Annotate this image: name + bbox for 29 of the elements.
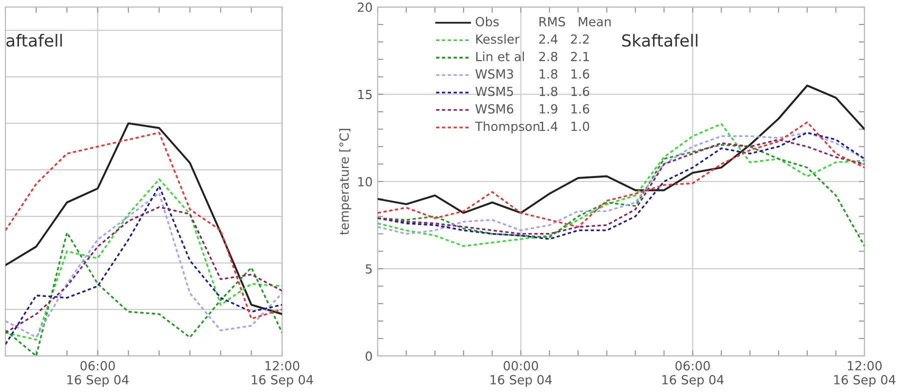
y-tick-label: 5 (366, 264, 372, 274)
y-tick-label: 20 (358, 2, 372, 12)
annotation: RMS Mean (540, 16, 611, 26)
annotation: 1.8 1.6 (540, 69, 590, 79)
y-axis-title: temperature [°C] (339, 128, 352, 235)
annotation: 1.8 1.6 (540, 86, 590, 96)
legend-label: WSM6 (475, 104, 514, 114)
text: Skaftafell (622, 34, 698, 47)
line-series (378, 121, 864, 228)
annotation: 2.8 2.1 (539, 52, 589, 62)
x-tick-label: 06:00 16 Sep 04 (67, 361, 129, 387)
legend-label: Obs (476, 16, 499, 26)
annotation: 1.9 1.6 (540, 104, 590, 114)
legend-label: WSM5 (475, 86, 513, 96)
line-series (378, 84, 864, 214)
x-tick-label: 12:00 16 Sep 04 (252, 361, 314, 387)
legend-label: WSM3 (475, 69, 514, 79)
chart-title: aftafell (6, 34, 62, 47)
y-tick-label: 0 (366, 351, 372, 361)
annotation: 2.4 2.2 (539, 34, 589, 44)
legend-label: Kessler (476, 34, 520, 44)
y-tick-label: 10 (358, 176, 372, 186)
legend-label: Lin et al (476, 52, 524, 62)
y-tick-label: 15 (358, 90, 372, 100)
legend-label: Thompson (474, 121, 540, 134)
annotation: 1.4 1.0 (540, 122, 590, 132)
x-tick-label: 12:00 16 Sep 04 (834, 361, 896, 387)
x-tick-label: 06:00 16 Sep 04 (662, 361, 724, 387)
x-tick-label: 00:00 16 Sep 04 (490, 361, 552, 387)
